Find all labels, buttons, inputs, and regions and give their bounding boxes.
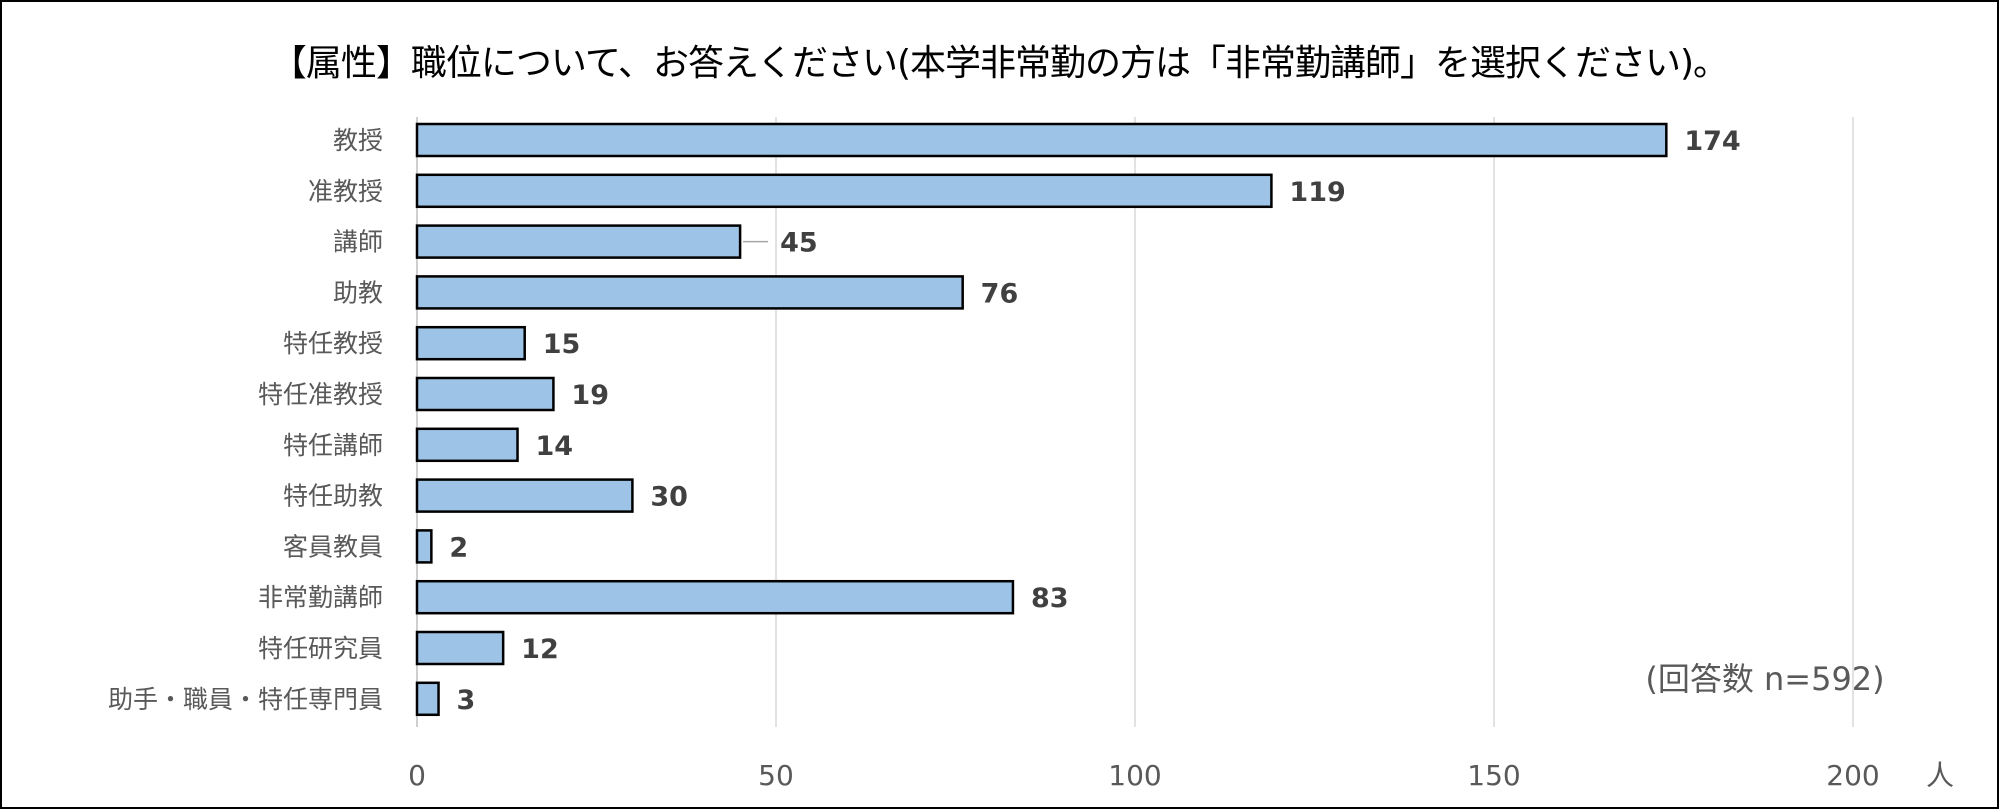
value-label: 76 <box>981 278 1019 309</box>
x-tick-label: 200 <box>1826 759 1879 792</box>
bar <box>415 122 1668 158</box>
value-label: 174 <box>1684 126 1740 157</box>
x-axis-unit: 人 <box>1926 759 1954 792</box>
bar <box>415 275 964 310</box>
x-tick-label: 150 <box>1467 759 1520 792</box>
category-label: 特任研究員 <box>258 634 383 663</box>
category-label: 特任准教授 <box>258 380 383 409</box>
bar <box>415 630 505 666</box>
category-label: 助手・職員・特任専門員 <box>108 685 383 714</box>
bar <box>415 478 634 513</box>
value-label: 45 <box>780 228 818 259</box>
category-label: 特任講師 <box>283 431 383 460</box>
sample-size-annotation: (回答数 n=592) <box>1645 660 1884 698</box>
value-label: 12 <box>521 634 559 665</box>
bar <box>415 529 433 564</box>
category-label: 非常勤講師 <box>258 583 383 612</box>
value-label: 19 <box>571 380 609 411</box>
category-label: 特任教授 <box>283 329 383 358</box>
x-tick-label: 100 <box>1108 759 1161 792</box>
value-label: 2 <box>449 532 468 563</box>
value-label: 30 <box>650 482 688 513</box>
category-label: 教授 <box>333 126 383 155</box>
bar <box>415 325 526 361</box>
bar <box>415 173 1273 209</box>
bar <box>415 579 1015 615</box>
x-tick-label: 0 <box>408 759 426 792</box>
category-label: 特任助教 <box>283 482 383 511</box>
category-label: 助教 <box>333 278 383 307</box>
value-label: 83 <box>1031 583 1069 614</box>
chart-title: 【属性】職位について、お答えください(本学非常勤の方は「非常勤講師」を選択くださ… <box>270 43 1729 84</box>
bar <box>415 376 555 412</box>
value-label: 15 <box>543 329 581 360</box>
category-label: 客員教員 <box>283 532 383 561</box>
value-label: 119 <box>1289 177 1345 208</box>
bar <box>415 427 519 463</box>
category-label: 准教授 <box>308 177 383 206</box>
value-label: 14 <box>536 431 574 462</box>
x-tick-label: 50 <box>758 759 794 792</box>
bar <box>415 681 440 717</box>
category-label: 講師 <box>333 228 383 257</box>
bar <box>415 224 742 259</box>
value-label: 3 <box>457 685 476 716</box>
